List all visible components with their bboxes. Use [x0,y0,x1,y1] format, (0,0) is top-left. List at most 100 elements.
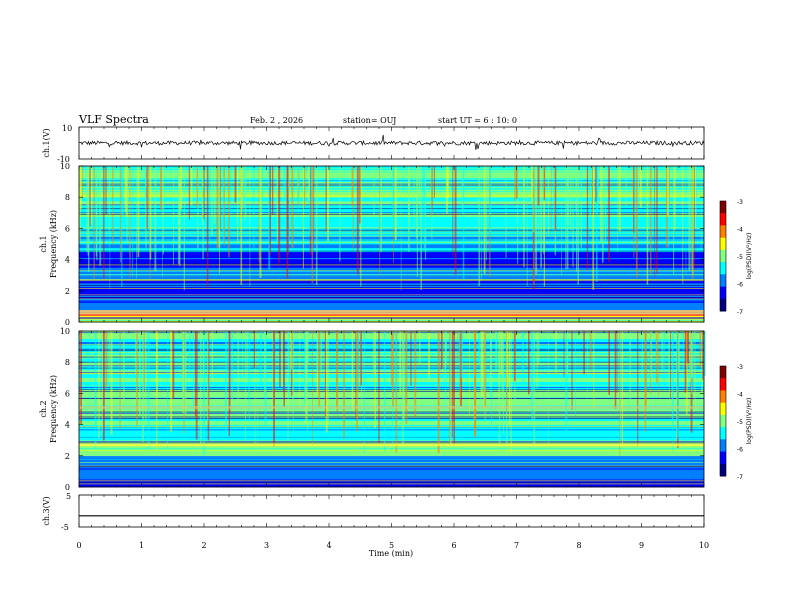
spectrogram-streak [240,166,243,285]
spectrogram-streak [170,331,173,432]
spectrogram-streak [225,331,227,435]
spectrogram-streak [309,166,311,236]
spectrogram-streak [586,331,588,410]
spectrogram-line [79,297,704,298]
spectrogram-streak [506,331,508,450]
spectrogram-streak [413,166,415,228]
figure-title: VLF Spectra [78,113,149,126]
x-tick-label: 7 [514,541,519,550]
x-axis-label: Time (min) [369,549,413,558]
spectrogram-streak [495,331,498,371]
spectrogram-streak [305,331,307,416]
spectrogram-line [79,270,704,272]
spectrogram-streak [359,166,361,224]
spectrogram-line [79,426,704,428]
spectrogram-band [79,251,704,256]
spectrogram-line [79,391,704,392]
colorbar-tick-label: -7 [737,309,743,316]
spectrogram-streak [446,166,449,214]
spectrogram-streak [561,166,562,275]
spectrogram-streak [257,331,259,451]
spectrogram-streak [269,166,271,256]
spectrogram-streak [384,331,386,451]
spectrogram-streak [299,331,301,408]
spectrogram-streak [278,166,279,268]
spectrogram-streak [351,166,353,207]
spectrogram-band [79,448,704,453]
spectrogram-streak [357,331,359,393]
spectrogram-line [79,481,704,483]
ch3-waveform-frame [78,494,705,528]
spectrogram-streak [458,331,460,363]
spectrogram-streak [663,331,665,388]
colorbar-label: log(PSD)(V²/Hz) [746,233,753,280]
spectrogram-line [79,467,704,469]
spectrogram-streak [517,166,519,264]
spectrogram-streak [292,331,294,434]
spectrogram-streak [444,331,446,379]
spectrogram-streak [98,331,100,439]
spectrogram-streak [658,331,660,398]
colorbar-tick-label: -3 [737,199,743,206]
spectrogram-streak [480,331,482,403]
spectrogram-streak [526,166,528,287]
spectrogram-streak [192,331,195,410]
spectrogram-band [79,432,704,437]
colorbar-segment [720,390,726,404]
spectrogram-streak [469,331,470,417]
spectrogram-line [79,233,704,234]
spectrogram-streak [290,331,293,370]
spectrogram-streak [637,331,639,447]
colorbar-tick-label: -4 [737,392,743,399]
spectrogram-line [79,469,704,470]
spectrogram-streak [565,166,567,270]
spectrogram-streak [641,331,643,379]
spectrogram-line [79,275,704,277]
spectrogram-band [79,244,704,249]
spectrogram-streak [506,331,509,388]
spectrogram-streak [677,331,680,373]
spectrogram-streak [690,166,692,269]
spectrogram-streak [105,331,108,389]
spectrogram-streak [431,166,433,217]
spectrogram-streak [540,166,542,268]
spectrogram-streak [457,331,459,363]
spectrogram-streak [478,166,481,286]
spectrogram-streak [600,166,602,242]
spectrogram-streak [234,166,237,203]
spectrogram-streak [536,331,538,389]
spectrogram-streak [258,166,260,263]
spectrogram-line [79,416,704,418]
spectrogram-streak [190,166,193,206]
spectrogram-streak [418,166,420,199]
freq-tick-label: 8 [65,193,70,202]
spectrogram-streak [674,166,676,230]
spectrogram-band [79,475,704,480]
spectrogram-streak [297,166,299,209]
spectrogram-line [79,187,704,189]
spectrogram-streak [423,166,426,251]
spectrogram-streak [211,166,213,236]
ch1-waveform-frame [78,126,705,160]
spectrogram-streak [276,166,279,241]
spectrogram-line [79,271,704,273]
spectrogram-streak [451,331,453,438]
spectrogram-streak [180,166,182,210]
colorbar-segment [720,366,726,379]
colorbar-segment [720,414,726,428]
spectrogram-streak [503,331,505,434]
spectrogram-low-band [79,310,704,314]
spectrogram-band [79,255,704,260]
spectrogram-streak [452,166,454,258]
spectrogram-streak [441,331,443,370]
spectrogram-band [79,208,704,214]
spectrogram-streak [189,331,191,378]
spectrogram-line [79,274,704,276]
spectrogram-line [79,300,704,302]
ch1-spectrogram-panel: 0 2 4 6 8 10 ch.1 Frequency (kHz) [39,162,705,327]
spectrogram-streak [548,331,549,450]
spectrogram-streak [231,331,233,400]
spectrogram-streak [686,331,688,363]
spectrogram-streak [461,166,463,213]
spectrogram-streak [505,166,507,258]
